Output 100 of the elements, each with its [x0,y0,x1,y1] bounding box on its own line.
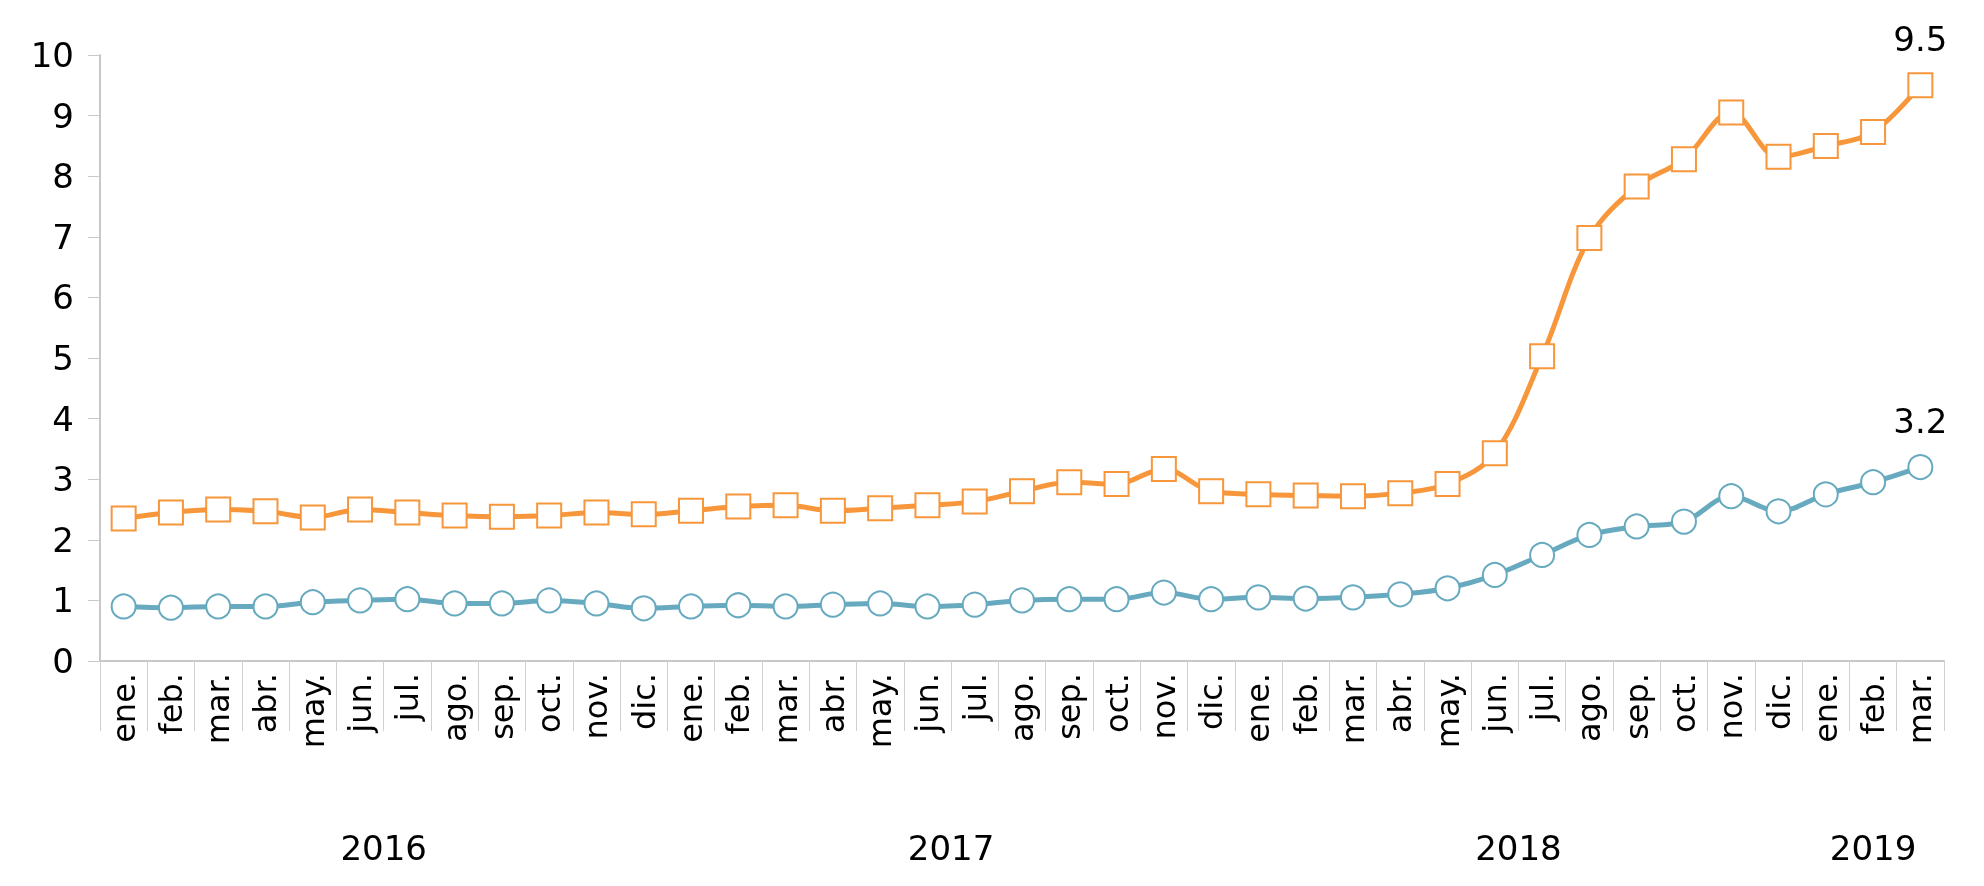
point [1718,99,1745,126]
x-tick-label: feb. [1286,673,1325,735]
point [1860,469,1887,496]
y-tick-label: 4 [52,398,74,439]
x-tick-label: feb. [151,673,190,735]
y-tick-label: 0 [52,641,74,681]
point [394,499,421,526]
point [1860,118,1887,145]
point [1907,72,1934,99]
x-tick-label: nov. [1144,673,1183,740]
x-tick-label: jun. [1475,673,1514,734]
point [252,498,279,525]
x-tick-label: jul. [388,673,427,723]
point [1481,440,1508,467]
x-tick-label: mar. [1901,673,1940,745]
x-tick-label: nov. [1712,673,1751,740]
point [1576,225,1603,252]
x-tick-label: mar. [1333,673,1372,745]
x-tick-label: sep. [1617,673,1656,740]
x-tick-label: sep. [1050,673,1089,740]
x-tick-label: abr. [813,673,852,734]
point [819,591,846,618]
point [630,595,657,622]
point [1434,575,1461,602]
point [630,501,657,528]
point [772,593,799,620]
data-label: 3.2 [1893,401,1948,442]
point [157,594,184,621]
y-tick-label: 8 [52,156,74,197]
point [1670,508,1697,535]
y-tick-label: 3 [52,459,74,500]
point [1198,586,1225,613]
point [205,496,232,523]
y-tick-label: 2 [52,519,74,560]
point [488,503,515,530]
point [252,593,279,620]
point [1812,481,1839,508]
point [1339,483,1366,510]
x-tick-label: ene. [1239,673,1278,743]
point [725,592,752,619]
point [819,497,846,524]
point [1292,585,1319,612]
text: 2017 [907,828,995,868]
text: 2018 [1475,828,1562,868]
x-tick-label: nov. [577,673,616,740]
x-tick-label: jul. [1523,673,1562,723]
x-tick-label: ene. [672,673,711,743]
point [110,505,137,532]
y-tick-label: 5 [52,338,74,378]
point [1009,478,1035,505]
point [1765,143,1792,170]
point [299,589,326,616]
point [1765,498,1792,525]
point [1481,561,1508,588]
x-tick-label: dic. [1192,673,1231,730]
point [678,497,705,524]
x-tick-label: ago. [1003,673,1041,743]
point [1623,513,1650,540]
point [1529,343,1556,370]
point [1150,579,1177,606]
x-tick-label: mar. [766,673,805,745]
point [1623,173,1650,200]
x-tick-label: oct. [530,673,569,733]
point [347,496,374,523]
x-tick-label: mar. [199,673,238,745]
point [1576,521,1603,548]
point [1387,581,1414,608]
point [1245,481,1272,508]
x-tick-label: oct. [1097,673,1136,733]
point [1907,454,1934,481]
x-tick-label: ago. [1570,673,1609,743]
point [914,593,941,620]
point [394,586,421,613]
point [536,502,563,529]
point [1056,586,1083,613]
point [1103,586,1130,613]
x-tick-label: ene. [104,673,143,743]
point [441,590,468,617]
point [1009,587,1035,614]
y-tick-label: 1 [52,580,74,621]
point [205,593,232,620]
x-tick-label: jun. [908,673,947,734]
x-tick-label: ago. [435,673,474,743]
text: 2016 [340,828,427,868]
point [1103,471,1130,498]
point [1340,584,1366,611]
x-tick-label: may. [293,673,332,749]
point [1245,584,1272,611]
x-tick-label: oct. [1664,673,1703,733]
x-tick-label: may. [861,673,900,749]
x-tick-label: feb. [1854,673,1893,735]
point [961,488,988,515]
point [678,593,705,620]
point [1718,483,1745,510]
point [1292,482,1319,509]
point [299,504,326,531]
x-tick-label: jul. [955,673,994,723]
text: 2019 [1829,828,1917,868]
x-tick-label: feb. [719,673,758,735]
point [1387,480,1414,507]
